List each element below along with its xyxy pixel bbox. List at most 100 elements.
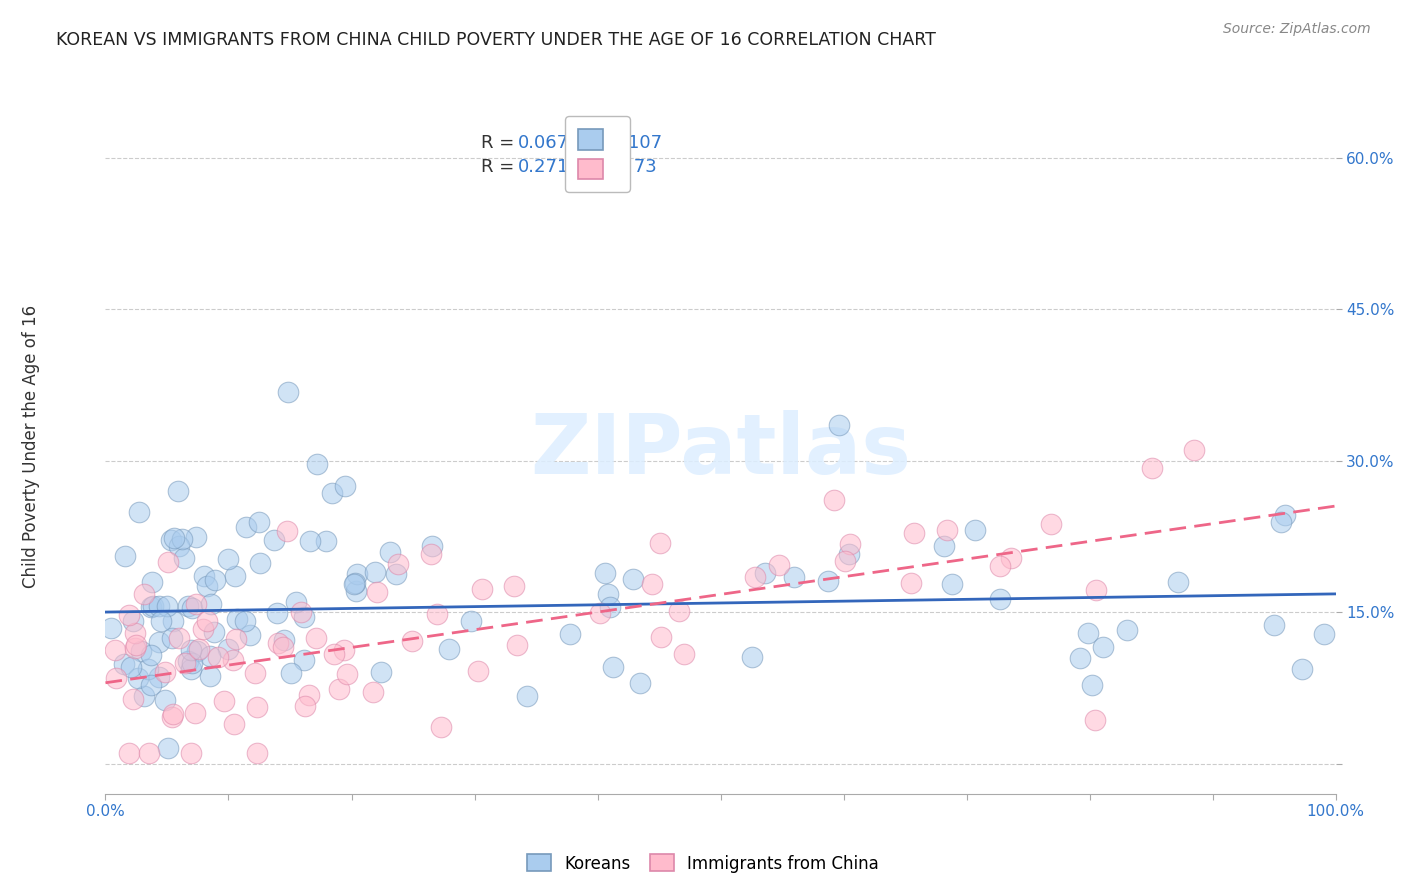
Point bbox=[744, 570, 766, 584]
Point bbox=[148, 635, 170, 649]
Point bbox=[335, 479, 357, 493]
Point bbox=[124, 626, 146, 640]
Point bbox=[114, 549, 136, 563]
Point bbox=[602, 660, 624, 674]
Point bbox=[207, 650, 229, 665]
Text: 0.067: 0.067 bbox=[517, 134, 568, 152]
Point bbox=[160, 710, 183, 724]
Point bbox=[271, 640, 294, 654]
Point bbox=[1085, 582, 1108, 597]
Point bbox=[621, 572, 644, 586]
Point bbox=[965, 524, 987, 538]
Point bbox=[104, 643, 127, 657]
Point bbox=[131, 644, 153, 658]
Point bbox=[589, 606, 612, 620]
Point bbox=[1184, 442, 1206, 457]
Point bbox=[148, 669, 170, 683]
Point bbox=[105, 671, 128, 685]
Point bbox=[246, 700, 269, 714]
Point bbox=[173, 657, 195, 671]
Point bbox=[321, 486, 343, 500]
Point bbox=[122, 692, 145, 706]
Point bbox=[506, 638, 529, 652]
Point bbox=[370, 665, 392, 679]
Point bbox=[741, 649, 763, 664]
Point bbox=[193, 569, 215, 583]
Point bbox=[249, 556, 271, 570]
Point bbox=[125, 638, 148, 652]
Point bbox=[180, 643, 202, 657]
Point bbox=[599, 599, 621, 614]
Point bbox=[673, 648, 696, 662]
Point bbox=[195, 579, 218, 593]
Point bbox=[247, 515, 270, 529]
Point bbox=[224, 717, 246, 731]
Point bbox=[900, 575, 922, 590]
Text: 73: 73 bbox=[628, 158, 657, 176]
Point bbox=[132, 586, 155, 600]
Point bbox=[235, 615, 257, 629]
Point bbox=[1274, 508, 1296, 522]
Point bbox=[167, 484, 190, 499]
Point bbox=[273, 633, 295, 648]
Point bbox=[280, 666, 302, 681]
Point bbox=[668, 604, 690, 618]
Point bbox=[988, 559, 1011, 574]
Point bbox=[333, 643, 356, 657]
Point bbox=[467, 664, 489, 678]
Point bbox=[198, 649, 221, 664]
Point bbox=[276, 524, 298, 538]
Point bbox=[817, 574, 839, 589]
Point bbox=[315, 534, 337, 549]
Point bbox=[118, 608, 141, 623]
Point bbox=[156, 599, 179, 614]
Point bbox=[420, 539, 443, 553]
Point bbox=[100, 621, 122, 635]
Point bbox=[419, 547, 441, 561]
Point bbox=[177, 654, 200, 668]
Point bbox=[148, 599, 170, 614]
Point bbox=[153, 693, 176, 707]
Point bbox=[628, 675, 651, 690]
Point bbox=[1080, 678, 1102, 692]
Point bbox=[305, 631, 328, 645]
Point bbox=[224, 568, 246, 582]
Point bbox=[648, 536, 671, 550]
Point bbox=[1270, 515, 1292, 529]
Point bbox=[426, 607, 449, 621]
Point bbox=[343, 577, 366, 591]
Point bbox=[502, 579, 524, 593]
Point bbox=[138, 747, 160, 761]
Point bbox=[834, 553, 856, 567]
Point bbox=[277, 384, 299, 399]
Point bbox=[235, 520, 257, 534]
Text: 107: 107 bbox=[628, 134, 662, 152]
Point bbox=[838, 547, 860, 561]
Point bbox=[163, 531, 186, 545]
Point bbox=[138, 662, 160, 676]
Text: R =: R = bbox=[481, 158, 520, 176]
Legend: , : , bbox=[565, 116, 630, 192]
Point bbox=[139, 678, 162, 692]
Point bbox=[595, 566, 617, 581]
Point bbox=[167, 631, 190, 645]
Point bbox=[170, 533, 193, 547]
Point bbox=[344, 583, 367, 598]
Point bbox=[439, 642, 461, 657]
Point bbox=[1084, 713, 1107, 727]
Point bbox=[204, 573, 226, 587]
Point bbox=[384, 567, 406, 582]
Point bbox=[290, 605, 312, 619]
Point bbox=[118, 747, 141, 761]
Point bbox=[1263, 618, 1285, 632]
Point bbox=[142, 599, 165, 613]
Point bbox=[173, 551, 195, 566]
Point bbox=[363, 685, 385, 699]
Point bbox=[127, 671, 149, 685]
Point bbox=[141, 648, 163, 663]
Text: Source: ZipAtlas.com: Source: ZipAtlas.com bbox=[1223, 22, 1371, 37]
Point bbox=[180, 747, 202, 761]
Point bbox=[941, 577, 963, 591]
Point bbox=[1039, 516, 1062, 531]
Point bbox=[186, 644, 208, 658]
